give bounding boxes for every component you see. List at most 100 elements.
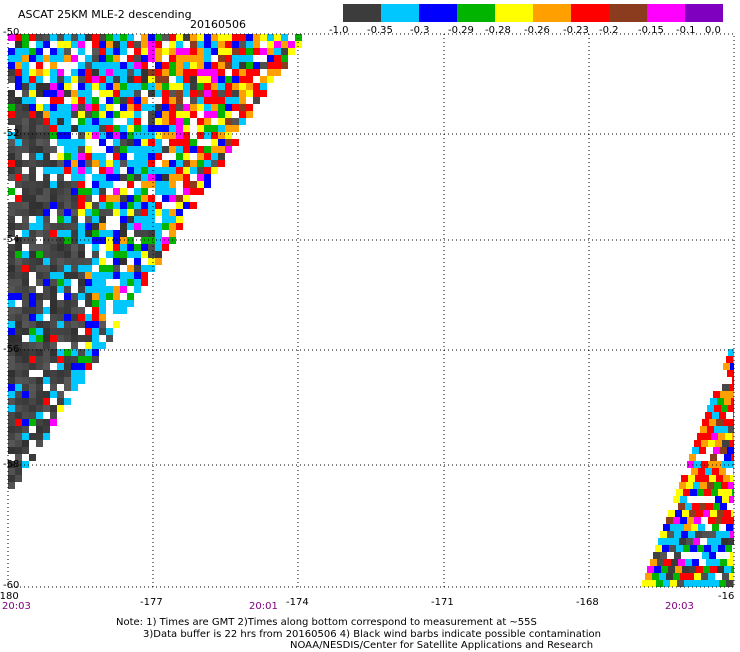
swath-cell (708, 461, 715, 468)
swath-cell (92, 293, 99, 300)
swath-cell (197, 76, 204, 83)
swath-cell (709, 552, 716, 559)
swath-cell (78, 342, 85, 349)
swath-cell (22, 223, 29, 230)
swath-cell (720, 503, 727, 510)
swath-cell (715, 384, 722, 391)
swath-cell (8, 447, 15, 454)
swath-cell (50, 370, 57, 377)
swath-cell (712, 412, 719, 419)
swath-cell (64, 370, 71, 377)
swath-cell (253, 83, 260, 90)
swath-cell (29, 76, 36, 83)
swath-cell (120, 286, 127, 293)
swath-cell (43, 118, 50, 125)
swath-cell (29, 335, 36, 342)
swath-cell (29, 188, 36, 195)
swath-cell (148, 237, 155, 244)
swath-cell (702, 419, 709, 426)
swath-cell (148, 139, 155, 146)
swath-cell (685, 559, 692, 566)
swath-cell (239, 76, 246, 83)
swath-cell (176, 125, 183, 132)
swath-cell (57, 48, 64, 55)
swath-cell (169, 230, 176, 237)
swath-cell (92, 335, 99, 342)
swath-cell (218, 76, 225, 83)
swath-cell (64, 391, 71, 398)
swath-cell (689, 510, 696, 517)
swath-cell (232, 111, 239, 118)
swath-cell (8, 265, 15, 272)
swath-cell (29, 398, 36, 405)
swath-cell (148, 104, 155, 111)
swath-cell (36, 426, 43, 433)
swath-cell (64, 104, 71, 111)
swath-cell (64, 153, 71, 160)
swath-cell (190, 48, 197, 55)
swath-cell (176, 188, 183, 195)
swath-cell (15, 377, 22, 384)
swath-cell (57, 391, 64, 398)
swath-cell (15, 195, 22, 202)
swath-cell (239, 62, 246, 69)
swath-cell (680, 517, 687, 524)
swath-cell (71, 272, 78, 279)
swath-cell (134, 48, 141, 55)
swath-cell (267, 48, 274, 55)
swath-cell (281, 55, 288, 62)
swath-cell (722, 496, 729, 503)
swath-cell (141, 132, 148, 139)
swath-cell (134, 195, 141, 202)
swath-cell (29, 195, 36, 202)
swath-cell (64, 181, 71, 188)
swath-cell (71, 41, 78, 48)
swath-cell (722, 440, 729, 447)
swath-cell (85, 209, 92, 216)
swath-cell (43, 69, 50, 76)
swath-cell (253, 104, 260, 111)
swath-cell (8, 293, 15, 300)
swath-cell (239, 125, 246, 132)
swath-cell (99, 244, 106, 251)
swath-cell (78, 286, 85, 293)
swath-cell (113, 272, 120, 279)
swath-cell (162, 146, 169, 153)
swath-cell (713, 503, 720, 510)
swath-cell (29, 258, 36, 265)
swath-cell (162, 34, 169, 41)
swath-cell (50, 328, 57, 335)
swath-cell (127, 41, 134, 48)
swath-cell (176, 48, 183, 55)
swath-cell (106, 83, 113, 90)
swath-cell (15, 349, 22, 356)
swath-cell (15, 454, 22, 461)
swath-cell (204, 48, 211, 55)
swath-cell (148, 174, 155, 181)
swath-cell (36, 314, 43, 321)
swath-cell (218, 69, 225, 76)
swath-cell (15, 111, 22, 118)
swath-cell (727, 559, 734, 566)
swath-cell (106, 202, 113, 209)
swath-cell (197, 41, 204, 48)
swath-cell (218, 111, 225, 118)
swath-cell (218, 125, 225, 132)
swath-cell (148, 223, 155, 230)
swath-cell (176, 41, 183, 48)
swath-cell (8, 342, 15, 349)
swath-cell (176, 209, 183, 216)
swath-cell (50, 237, 57, 244)
swath-cell (162, 97, 169, 104)
swath-cell (724, 398, 731, 405)
swath-cell (71, 251, 78, 258)
swath-cell (36, 216, 43, 223)
swath-cell (71, 356, 78, 363)
swath-cell (134, 167, 141, 174)
swath-cell (148, 125, 155, 132)
swath-cell (176, 34, 183, 41)
swath-cell (22, 384, 29, 391)
swath-cell (50, 167, 57, 174)
swath-cell (57, 188, 64, 195)
swath-cell (113, 48, 120, 55)
